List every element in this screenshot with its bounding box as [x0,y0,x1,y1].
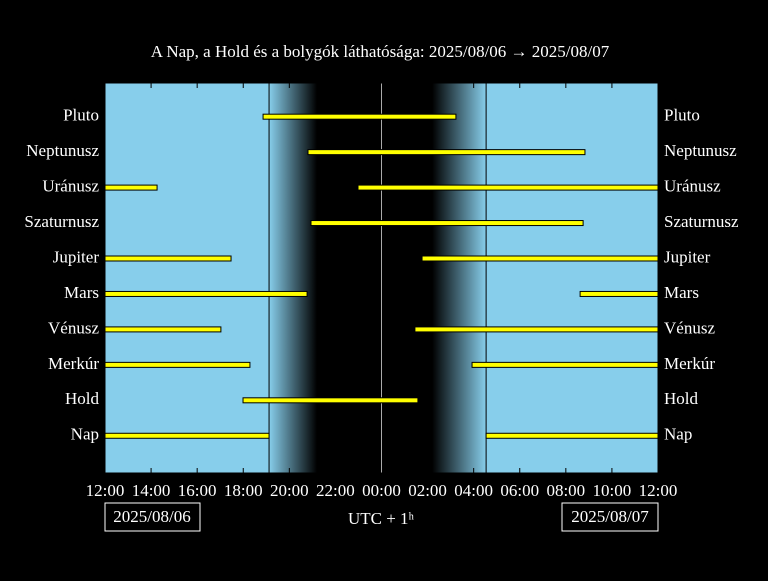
row-label: Pluto [63,106,99,125]
row-label: Mars [64,283,99,302]
row-label: Szaturnusz [664,212,739,231]
night-shade [269,83,487,473]
visibility-bar [414,326,659,333]
end-date: 2025/08/07 [571,507,649,526]
visibility-bar [310,220,584,227]
visibility-bar [104,432,270,439]
row-label: Neptunusz [26,141,99,160]
visibility-bar [421,255,659,262]
row-label: Hold [65,389,100,408]
row-label: Hold [664,389,699,408]
x-tick-label: 04:00 [454,481,493,500]
start-date: 2025/08/06 [113,507,190,526]
plot-frame [104,82,659,474]
date-box [104,502,201,532]
visibility-bar [104,361,251,368]
x-tick-label: 18:00 [224,481,263,500]
row-label: Vénusz [48,318,99,337]
row-label: Mars [664,283,699,302]
visibility-bar [242,397,419,404]
x-axis-label: UTC + 1ʰ [348,509,415,528]
visibility-bar [262,113,457,120]
row-label: Nap [664,425,692,444]
row-label: Uránusz [42,176,99,195]
x-tick-label: 02:00 [408,481,447,500]
x-tick-label: 08:00 [546,481,585,500]
row-label: Nap [71,425,99,444]
visibility-bar [579,290,659,297]
x-tick-label: 12:00 [639,481,678,500]
visibility-bar [104,326,222,333]
x-tick-label: 00:00 [362,481,401,500]
row-label: Uránusz [664,176,721,195]
x-tick-label: 14:00 [132,481,171,500]
x-tick-label: 22:00 [316,481,355,500]
row-label: Merkúr [48,354,99,373]
row-label: Jupiter [53,247,100,266]
visibility-bar [104,255,232,262]
x-tick-label: 10:00 [593,481,632,500]
visibility-bar [471,361,659,368]
visibility-bar [104,184,158,191]
x-tick-label: 20:00 [270,481,309,500]
visibility-bar [485,432,659,439]
row-label: Jupiter [664,247,711,266]
date-box [561,502,659,532]
x-tick-label: 06:00 [500,481,539,500]
x-tick-label: 12:00 [86,481,125,500]
visibility-bar [104,290,308,297]
row-label: Szaturnusz [24,212,99,231]
chart-title: A Nap, a Hold és a bolygók láthatósága: … [151,42,610,61]
row-label: Merkúr [664,354,715,373]
visibility-bar [307,149,586,156]
x-tick-label: 16:00 [178,481,217,500]
row-label: Vénusz [664,318,715,337]
row-label: Pluto [664,106,700,125]
row-label: Neptunusz [664,141,737,160]
visibility-bar [357,184,659,191]
